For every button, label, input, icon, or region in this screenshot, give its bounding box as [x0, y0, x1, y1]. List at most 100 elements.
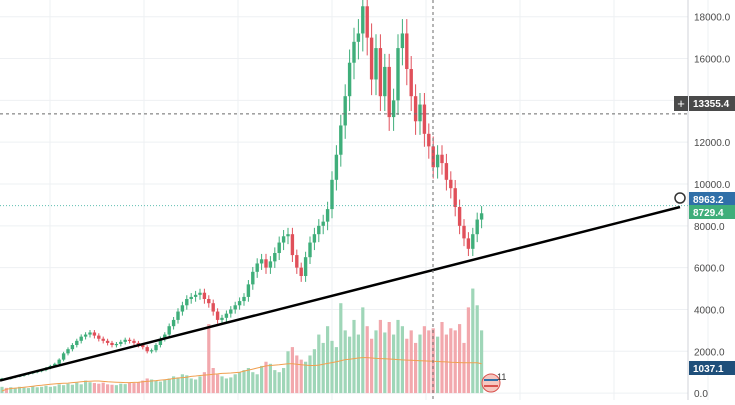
y-tick-label: 6000.0: [694, 264, 725, 275]
candle-body: [334, 154, 339, 180]
volume-bar: [321, 342, 325, 394]
volume-value-text: 1037.1: [693, 364, 724, 375]
flag-stripe-red: [484, 385, 498, 387]
volume-bar: [110, 384, 114, 394]
candle-body: [70, 345, 75, 350]
crosshair-add-button[interactable]: +: [674, 96, 688, 111]
candle-body: [365, 6, 369, 38]
candle-body: [361, 6, 365, 34]
volume-bar: [40, 386, 44, 394]
candle-body: [413, 96, 418, 122]
volume-bar: [70, 384, 74, 394]
volume-bar: [62, 385, 66, 394]
candle-body: [387, 66, 391, 118]
volume-bar: [35, 387, 39, 394]
candle-body: [61, 353, 66, 360]
volume-bar: [123, 384, 127, 394]
volume-bar: [453, 330, 457, 394]
candle-body: [207, 299, 211, 304]
candle-body: [211, 303, 215, 312]
trendline: [0, 205, 681, 382]
volume-bar: [374, 330, 378, 394]
volume-bar: [194, 379, 198, 394]
volume-bar: [97, 383, 101, 394]
candle-body: [418, 104, 422, 122]
candle-body: [440, 154, 444, 164]
plus-icon: +: [677, 96, 685, 111]
event-marker[interactable]: 11: [481, 372, 506, 393]
volume-bar: [449, 328, 453, 394]
event-marker-count: 11: [497, 372, 506, 382]
volume-bar: [44, 385, 48, 394]
candle-body: [435, 154, 440, 168]
candle-body: [185, 299, 189, 306]
candle-body: [264, 259, 268, 268]
candle-body: [202, 292, 207, 300]
volume-bar: [176, 377, 180, 394]
volume-bar: [233, 374, 237, 394]
volume-bar: [31, 386, 35, 394]
candle-body: [321, 221, 325, 226]
volume-bar: [480, 330, 484, 394]
candle-body: [110, 342, 114, 346]
candle-body: [325, 209, 330, 222]
volume-bar: [387, 322, 391, 394]
candle-body: [229, 309, 233, 314]
volume-bar: [88, 382, 92, 394]
candle-body: [405, 33, 409, 70]
candle-body: [396, 48, 400, 101]
candle-body: [198, 292, 202, 295]
volume-bar: [378, 319, 382, 394]
candle-body: [462, 225, 466, 239]
volume-bar: [466, 307, 470, 394]
y-tick-label: 12000.0: [694, 138, 731, 149]
volume-bar: [392, 334, 396, 394]
price-axis: 0.0 2000.0 4000.0 6000.0 8000.0 10000.0 12000.…: [694, 13, 731, 400]
volume-bar: [414, 342, 418, 394]
candle-body: [475, 219, 479, 235]
volume-bar: [9, 387, 13, 394]
volume-bar: [211, 368, 215, 394]
candle-body: [466, 238, 471, 249]
volume-bar: [356, 334, 360, 394]
volume-bar: [185, 375, 189, 394]
candle-body: [176, 311, 180, 320]
volume-bar: [383, 332, 387, 394]
candle-body: [409, 69, 413, 97]
volume-bar: [475, 305, 479, 394]
candle-body: [171, 319, 176, 327]
volume-bar: [409, 330, 413, 394]
candle-body: [303, 257, 308, 277]
volume-bar: [84, 380, 88, 394]
volume-bar: [330, 340, 334, 394]
candle-body: [242, 296, 246, 302]
y-tick-label: 4000.0: [694, 305, 725, 316]
volume-bar: [53, 386, 57, 394]
volume-moving-average-line: [1, 357, 482, 392]
last-price-text: 8729.4: [693, 208, 724, 219]
volume-bar: [22, 387, 26, 394]
volume-bar: [365, 326, 369, 394]
volume-bar: [238, 372, 242, 394]
volume-bar: [114, 385, 118, 394]
volume-value-box: [689, 361, 735, 375]
candle-body: [224, 313, 229, 318]
upper-price-text: 8963.2: [693, 195, 724, 206]
volume-bar: [260, 365, 264, 394]
candle-body: [233, 305, 237, 310]
volume-bar: [251, 372, 255, 394]
candle-body: [88, 332, 92, 335]
candle-body: [193, 294, 198, 297]
candle-body: [127, 339, 132, 341]
volume-bar: [308, 355, 312, 394]
volume-bar: [26, 388, 30, 394]
candle-body: [53, 363, 57, 366]
circle-handle-icon[interactable]: [674, 192, 686, 204]
volume-bar: [229, 377, 233, 394]
volume-bar: [79, 384, 83, 394]
crosshair-price-badge: 13355.4: [689, 96, 735, 111]
volume-bar: [339, 303, 343, 394]
upper-price-box: [689, 192, 735, 206]
